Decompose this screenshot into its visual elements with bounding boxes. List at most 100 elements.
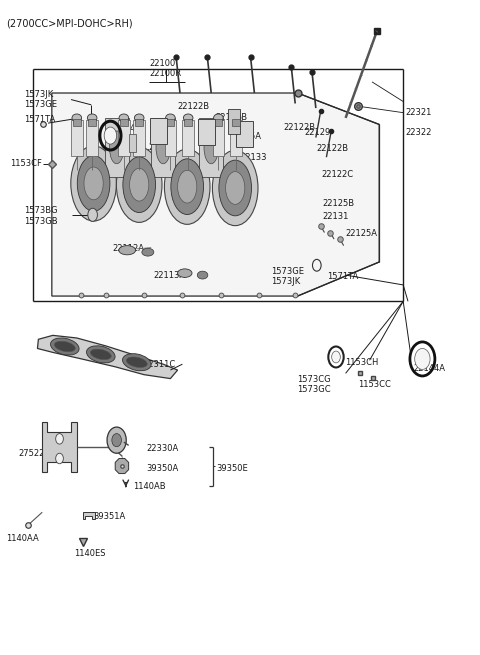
Text: 1573GE
1573JK: 1573GE 1573JK xyxy=(271,267,304,286)
Bar xyxy=(165,120,176,156)
Text: 22330A: 22330A xyxy=(146,443,179,453)
Ellipse shape xyxy=(84,167,103,200)
Bar xyxy=(199,118,223,177)
Bar xyxy=(215,119,222,126)
Text: 1153CH: 1153CH xyxy=(345,358,378,367)
Text: 22122C: 22122C xyxy=(322,170,354,179)
Ellipse shape xyxy=(166,114,175,122)
Bar xyxy=(86,120,98,156)
Text: 39350A: 39350A xyxy=(146,464,179,473)
Text: 1573CG
1573GC: 1573CG 1573GC xyxy=(297,375,330,394)
Ellipse shape xyxy=(226,172,245,204)
Text: 1140AA: 1140AA xyxy=(6,534,38,543)
Bar xyxy=(228,109,240,134)
Text: 22125B: 22125B xyxy=(323,198,355,208)
Bar xyxy=(232,119,240,126)
Text: 1573BG
1573GB: 1573BG 1573GB xyxy=(24,206,58,226)
Text: 22144A: 22144A xyxy=(414,364,446,373)
Ellipse shape xyxy=(116,147,162,223)
Ellipse shape xyxy=(142,248,154,256)
Bar xyxy=(120,119,128,126)
Polygon shape xyxy=(42,422,77,472)
Ellipse shape xyxy=(119,114,129,122)
Text: 1153CC: 1153CC xyxy=(358,380,390,389)
Polygon shape xyxy=(115,458,129,474)
Ellipse shape xyxy=(164,149,210,225)
Bar xyxy=(236,121,253,147)
Bar xyxy=(135,119,143,126)
Text: 22100
22100R: 22100 22100R xyxy=(150,59,181,79)
Text: 22144: 22144 xyxy=(109,124,136,133)
Ellipse shape xyxy=(54,341,75,352)
Text: 22131: 22131 xyxy=(323,212,349,221)
Text: 22322: 22322 xyxy=(406,128,432,138)
Bar xyxy=(118,120,130,156)
Ellipse shape xyxy=(109,131,124,164)
Bar xyxy=(184,119,192,126)
Text: 22321: 22321 xyxy=(406,108,432,117)
Text: 22112A: 22112A xyxy=(113,244,145,253)
Text: 1571TA: 1571TA xyxy=(327,272,359,281)
Bar xyxy=(105,118,129,177)
Polygon shape xyxy=(83,512,95,519)
Ellipse shape xyxy=(90,349,111,360)
Ellipse shape xyxy=(87,114,97,122)
Ellipse shape xyxy=(171,159,204,215)
Bar xyxy=(150,118,167,144)
Text: 39350E: 39350E xyxy=(216,464,248,473)
Ellipse shape xyxy=(204,131,218,164)
Ellipse shape xyxy=(156,131,170,164)
Ellipse shape xyxy=(134,114,144,122)
Bar xyxy=(167,119,174,126)
Ellipse shape xyxy=(130,168,149,201)
Circle shape xyxy=(332,351,340,363)
Text: 22311C: 22311C xyxy=(143,360,175,369)
Text: 22129: 22129 xyxy=(305,128,331,137)
Text: 1571TA: 1571TA xyxy=(24,115,55,124)
Text: 1140AB: 1140AB xyxy=(133,481,166,491)
Text: 22115A: 22115A xyxy=(229,132,262,141)
Ellipse shape xyxy=(123,157,156,212)
Ellipse shape xyxy=(72,114,82,122)
Ellipse shape xyxy=(231,114,241,122)
Ellipse shape xyxy=(197,271,208,279)
Ellipse shape xyxy=(86,346,115,363)
Bar xyxy=(182,120,194,156)
Text: 22122B: 22122B xyxy=(215,113,247,122)
Text: 27522A: 27522A xyxy=(18,449,50,458)
Bar xyxy=(73,119,81,126)
Ellipse shape xyxy=(126,357,147,367)
Text: (2700CC>MPI-DOHC>RH): (2700CC>MPI-DOHC>RH) xyxy=(6,18,132,28)
Text: 1573JK
1573GE: 1573JK 1573GE xyxy=(24,90,57,109)
Text: 22122B: 22122B xyxy=(283,123,315,132)
Circle shape xyxy=(88,208,97,221)
Text: 22114A: 22114A xyxy=(119,149,151,159)
Ellipse shape xyxy=(71,146,117,221)
Text: 22122B: 22122B xyxy=(178,102,210,111)
Ellipse shape xyxy=(214,114,223,122)
Bar xyxy=(88,119,96,126)
Text: 22113A: 22113A xyxy=(154,271,186,280)
Ellipse shape xyxy=(77,156,110,211)
Text: 22135: 22135 xyxy=(149,143,175,152)
Bar xyxy=(129,134,136,152)
Circle shape xyxy=(415,348,430,369)
Bar xyxy=(198,119,215,145)
Text: 39351A: 39351A xyxy=(94,512,126,521)
Circle shape xyxy=(107,427,126,453)
Ellipse shape xyxy=(219,160,252,216)
Ellipse shape xyxy=(178,170,197,203)
Text: 22122B: 22122B xyxy=(317,144,349,153)
Ellipse shape xyxy=(119,246,136,255)
Ellipse shape xyxy=(122,354,151,371)
Bar xyxy=(133,120,145,156)
Bar xyxy=(230,120,242,156)
Text: 1140ES: 1140ES xyxy=(74,549,106,558)
Ellipse shape xyxy=(212,151,258,225)
Circle shape xyxy=(56,434,63,444)
Circle shape xyxy=(104,127,117,144)
Ellipse shape xyxy=(178,269,192,278)
Polygon shape xyxy=(37,335,178,379)
Ellipse shape xyxy=(50,338,79,355)
Bar xyxy=(151,118,175,177)
